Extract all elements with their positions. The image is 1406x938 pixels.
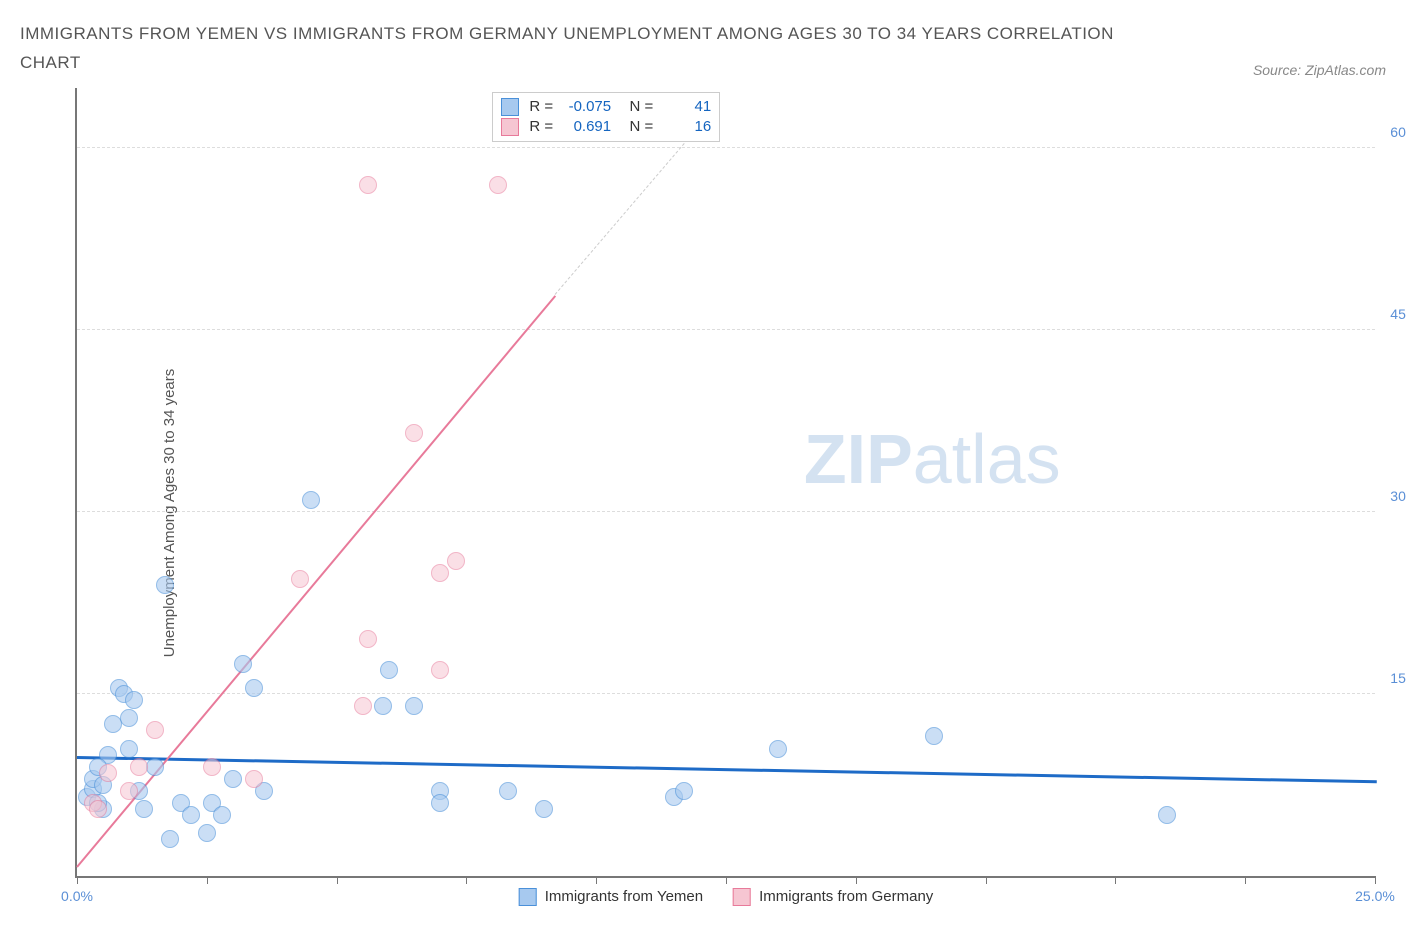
scatter-point (431, 564, 449, 582)
scatter-point (198, 824, 216, 842)
x-tick (856, 876, 857, 884)
watermark: ZIPatlas (804, 419, 1061, 499)
scatter-point (489, 176, 507, 194)
stat-label: R = (529, 118, 553, 135)
series-swatch (501, 98, 519, 116)
y-tick-label: 45.0% (1390, 306, 1406, 322)
trend-line-dashed (555, 124, 701, 295)
legend-label: Immigrants from Germany (759, 888, 933, 905)
scatter-point (130, 758, 148, 776)
x-tick (337, 876, 338, 884)
gridline (77, 147, 1375, 148)
stat-r-value: -0.075 (563, 98, 611, 115)
scatter-point (99, 764, 117, 782)
legend-swatch (733, 888, 751, 906)
chart-title: IMMIGRANTS FROM YEMEN VS IMMIGRANTS FROM… (20, 20, 1120, 78)
x-tick (726, 876, 727, 884)
scatter-point (125, 691, 143, 709)
stat-label: N = (621, 98, 653, 115)
scatter-point (161, 830, 179, 848)
gridline (77, 511, 1375, 512)
y-tick-label: 30.0% (1390, 488, 1406, 504)
scatter-point (405, 697, 423, 715)
scatter-point (405, 424, 423, 442)
scatter-point (359, 176, 377, 194)
stat-label: N = (621, 118, 653, 135)
legend: Immigrants from Yemen Immigrants from Ger… (519, 888, 934, 906)
legend-label: Immigrants from Yemen (545, 888, 703, 905)
scatter-point (380, 661, 398, 679)
scatter-point (120, 740, 138, 758)
scatter-point (135, 800, 153, 818)
stats-box: R = -0.075 N = 41 R = 0.691 N = 16 (492, 92, 720, 142)
x-tick (986, 876, 987, 884)
y-tick-label: 60.0% (1390, 124, 1406, 140)
scatter-point (359, 630, 377, 648)
x-tick (207, 876, 208, 884)
stats-row: R = -0.075 N = 41 (501, 97, 711, 117)
trend-line (77, 756, 1377, 783)
chart-container: Unemployment Among Ages 30 to 34 years Z… (20, 88, 1386, 938)
x-tick (1115, 876, 1116, 884)
stats-row: R = 0.691 N = 16 (501, 117, 711, 137)
gridline (77, 329, 1375, 330)
scatter-point (769, 740, 787, 758)
legend-item: Immigrants from Germany (733, 888, 933, 906)
scatter-point (1158, 806, 1176, 824)
scatter-point (535, 800, 553, 818)
scatter-point (925, 727, 943, 745)
x-tick (596, 876, 597, 884)
trend-line (76, 295, 556, 868)
scatter-point (431, 661, 449, 679)
x-tick (1375, 876, 1376, 884)
scatter-point (156, 576, 174, 594)
scatter-point (499, 782, 517, 800)
chart-header: IMMIGRANTS FROM YEMEN VS IMMIGRANTS FROM… (20, 20, 1386, 78)
gridline (77, 693, 1375, 694)
scatter-point (291, 570, 309, 588)
x-tick-label: 25.0% (1355, 888, 1395, 904)
scatter-point (245, 679, 263, 697)
stat-r-value: 0.691 (563, 118, 611, 135)
x-tick (1245, 876, 1246, 884)
scatter-point (354, 697, 372, 715)
scatter-point (213, 806, 231, 824)
scatter-point (146, 721, 164, 739)
scatter-point (431, 794, 449, 812)
scatter-point (120, 709, 138, 727)
stat-n-value: 16 (663, 118, 711, 135)
plot-area: ZIPatlas 15.0%30.0%45.0%60.0%0.0%25.0%R … (75, 88, 1375, 878)
stat-label: R = (529, 98, 553, 115)
x-tick (77, 876, 78, 884)
scatter-point (89, 800, 107, 818)
scatter-point (146, 758, 164, 776)
legend-swatch (519, 888, 537, 906)
scatter-point (120, 782, 138, 800)
x-tick-label: 0.0% (61, 888, 93, 904)
stat-n-value: 41 (663, 98, 711, 115)
legend-item: Immigrants from Yemen (519, 888, 703, 906)
source-attribution: Source: ZipAtlas.com (1253, 62, 1386, 78)
y-tick-label: 15.0% (1390, 670, 1406, 686)
scatter-point (302, 491, 320, 509)
scatter-point (675, 782, 693, 800)
scatter-point (182, 806, 200, 824)
scatter-point (374, 697, 392, 715)
scatter-point (234, 655, 252, 673)
scatter-point (447, 552, 465, 570)
x-tick (466, 876, 467, 884)
scatter-point (245, 770, 263, 788)
scatter-point (224, 770, 242, 788)
scatter-point (203, 758, 221, 776)
series-swatch (501, 118, 519, 136)
